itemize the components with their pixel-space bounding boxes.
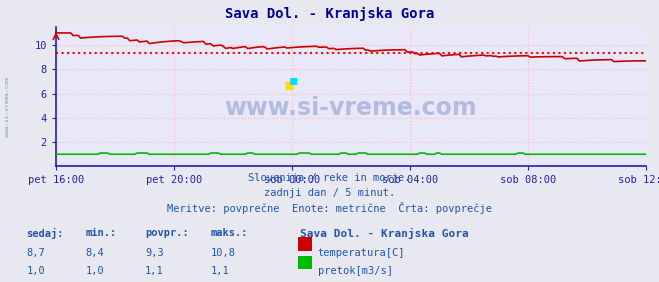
Text: 1,1: 1,1: [145, 266, 163, 276]
Text: 1,1: 1,1: [211, 266, 229, 276]
Text: zadnji dan / 5 minut.: zadnji dan / 5 minut.: [264, 188, 395, 197]
Text: temperatura[C]: temperatura[C]: [318, 248, 405, 258]
Text: Meritve: povprečne  Enote: metrične  Črta: povprečje: Meritve: povprečne Enote: metrične Črta:…: [167, 202, 492, 214]
Text: ▪: ▪: [289, 73, 299, 87]
Text: Sava Dol. - Kranjska Gora: Sava Dol. - Kranjska Gora: [300, 228, 469, 239]
Text: 1,0: 1,0: [86, 266, 104, 276]
Text: www.si-vreme.com: www.si-vreme.com: [5, 77, 11, 137]
Text: 9,3: 9,3: [145, 248, 163, 258]
Text: povpr.:: povpr.:: [145, 228, 188, 238]
Text: maks.:: maks.:: [211, 228, 248, 238]
Text: www.si-vreme.com: www.si-vreme.com: [225, 96, 477, 120]
Text: 10,8: 10,8: [211, 248, 236, 258]
Text: pretok[m3/s]: pretok[m3/s]: [318, 266, 393, 276]
Text: 8,4: 8,4: [86, 248, 104, 258]
Text: min.:: min.:: [86, 228, 117, 238]
Text: ▪: ▪: [283, 76, 295, 94]
Text: 1,0: 1,0: [26, 266, 45, 276]
Text: Sava Dol. - Kranjska Gora: Sava Dol. - Kranjska Gora: [225, 7, 434, 21]
Text: sedaj:: sedaj:: [26, 228, 64, 239]
Text: Slovenija / reke in morje.: Slovenija / reke in morje.: [248, 173, 411, 183]
Text: 8,7: 8,7: [26, 248, 45, 258]
